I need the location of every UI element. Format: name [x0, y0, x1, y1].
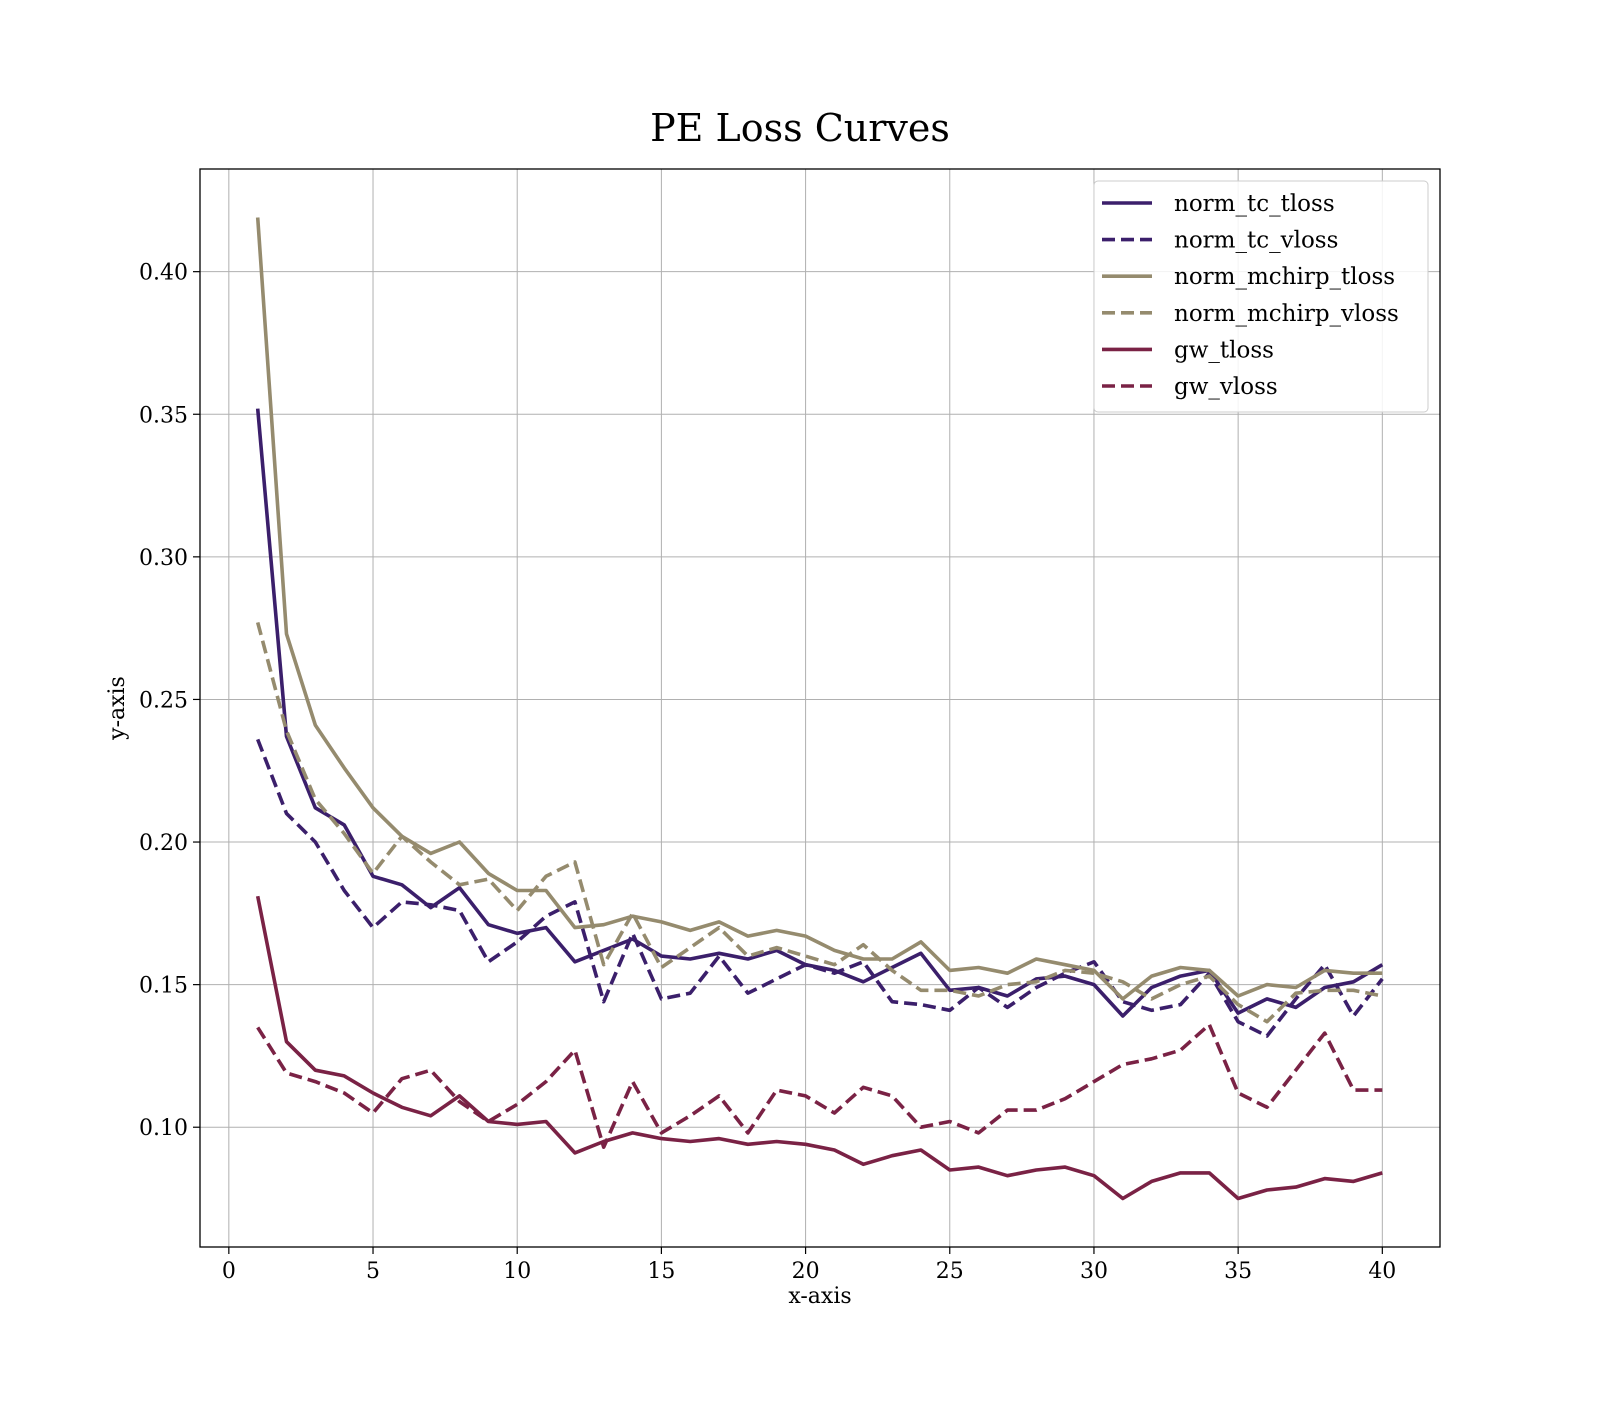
legend-label: norm_mchirp_tloss	[1174, 264, 1395, 290]
y-tick-label: 0.20	[139, 831, 188, 856]
plot-frame	[199, 168, 1441, 1248]
y-axis-label: y-axis	[105, 676, 130, 741]
series-lines	[255, 217, 1384, 1201]
legend-label: gw_tloss	[1174, 337, 1274, 363]
legend: norm_tc_tloss norm_tc_vloss norm_mchirp_tl…	[1093, 180, 1429, 413]
x-tick-label: 5	[366, 1259, 380, 1284]
legend-box	[1093, 180, 1429, 413]
x-tick-label: 10	[503, 1259, 531, 1284]
series-line-gw-tloss	[255, 895, 1383, 1201]
y-axis-ticks: 0.10 0.15 0.20 0.25 0.30 0.35 0.40	[139, 261, 200, 1141]
x-tick-label: 20	[792, 1259, 820, 1284]
y-tick-label: 0.35	[139, 403, 188, 428]
x-tick-label: 0	[222, 1259, 236, 1284]
legend-label: gw_vloss	[1174, 374, 1278, 400]
y-tick-label: 0.30	[139, 546, 188, 571]
x-tick-label: 25	[936, 1259, 964, 1284]
legend-label: norm_mchirp_vloss	[1174, 301, 1399, 327]
y-tick-label: 0.10	[139, 1116, 188, 1141]
x-axis-ticks: 0 5 10 15 20 25 30 35 40	[222, 1247, 1396, 1284]
y-tick-label: 0.40	[139, 261, 188, 286]
legend-label: norm_tc_vloss	[1174, 228, 1338, 254]
x-axis-label: x-axis	[788, 1284, 851, 1309]
series-line-norm-tc-vloss	[256, 738, 1384, 1038]
y-tick-label: 0.25	[139, 688, 188, 713]
chart-title: PE Loss Curves	[650, 106, 950, 150]
y-tick-label: 0.15	[139, 974, 188, 999]
series-line-norm-mchirp-vloss	[255, 621, 1383, 1024]
x-tick-label: 15	[647, 1259, 675, 1284]
series-line-gw-vloss	[256, 1022, 1383, 1149]
series-line-norm-mchirp-tloss	[255, 217, 1383, 1001]
legend-label: norm_tc_tloss	[1174, 191, 1335, 217]
x-tick-label: 35	[1224, 1259, 1252, 1284]
x-tick-label: 40	[1368, 1259, 1396, 1284]
x-tick-label: 30	[1080, 1259, 1108, 1284]
